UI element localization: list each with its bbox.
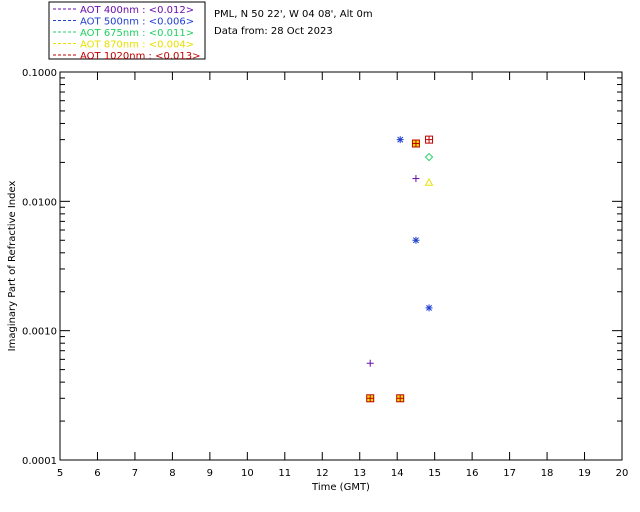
y-tick-label: 0.0010	[22, 327, 57, 338]
x-tick-label: 8	[169, 468, 175, 479]
x-tick-label: 5	[57, 468, 63, 479]
marker-400nm	[412, 175, 420, 183]
x-tick-label: 11	[278, 468, 291, 479]
marker-1020nm	[425, 135, 434, 144]
marker-675nm	[424, 152, 434, 162]
x-tick-label: 19	[578, 468, 591, 479]
x-tick-label: 9	[207, 468, 213, 479]
plot-frame	[59, 71, 623, 461]
marker-870nm-tri	[424, 177, 434, 186]
x-tick-label: 16	[466, 468, 479, 479]
marker-1020nm	[411, 139, 420, 148]
location-info: PML, N 50 22', W 04 08', Alt 0m	[214, 9, 373, 20]
y-tick-label: 0.1000	[22, 68, 57, 79]
marker-400nm	[366, 359, 374, 367]
x-tick-label: 18	[541, 468, 554, 479]
legend-box	[48, 1, 206, 60]
legend-label: AOT 500nm : <0.006>	[80, 17, 194, 28]
y-tick-label: 0.0001	[22, 456, 57, 467]
legend: AOT 400nm : <0.012>AOT 500nm : <0.006>AO…	[48, 1, 206, 62]
legend-label: AOT 675nm : <0.011>	[80, 28, 194, 39]
x-tick-label: 7	[132, 468, 138, 479]
x-tick-label: 6	[94, 468, 100, 479]
y-axis-title: Imaginary Part of Refractive Index	[7, 181, 18, 352]
data-markers	[366, 135, 434, 403]
date-info: Data from: 28 Oct 2023	[214, 26, 333, 37]
x-tick-label: 10	[241, 468, 254, 479]
marker-500nm	[412, 236, 420, 244]
y-tick-label: 0.0100	[22, 197, 57, 208]
x-tick-label: 13	[353, 468, 366, 479]
marker-500nm	[396, 136, 404, 144]
x-tick-label: 15	[428, 468, 441, 479]
y-axis: 0.0001 0.0010 0.0100 0.1000	[22, 68, 622, 467]
x-axis-title: Time (GMT)	[311, 482, 370, 493]
legend-label: AOT 400nm : <0.012>	[80, 5, 194, 16]
x-tick-label: 20	[616, 468, 629, 479]
legend-label: AOT 870nm : <0.004>	[80, 40, 194, 51]
marker-500nm	[425, 304, 433, 312]
marker-1020nm	[366, 394, 375, 403]
x-axis: 5 6 7 8 9 10 11 12 13 14 15 16 17 18 19 20	[57, 72, 629, 479]
x-tick-label: 14	[391, 468, 404, 479]
x-tick-label: 17	[503, 468, 516, 479]
x-tick-label: 12	[316, 468, 329, 479]
legend-label: AOT 1020nm : <0.013>	[80, 51, 200, 62]
marker-1020nm	[396, 394, 405, 403]
